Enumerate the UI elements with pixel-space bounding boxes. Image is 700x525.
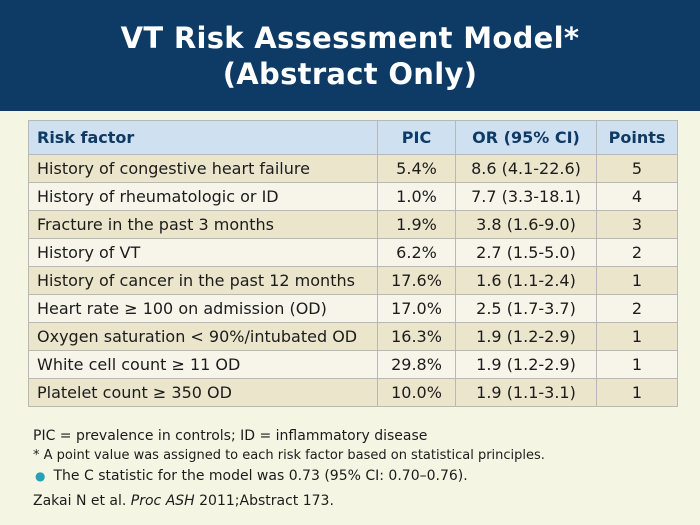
notes-section: PIC = prevalence in controls; ID = infla… (33, 426, 673, 513)
footnote: * A point value was assigned to each ris… (33, 448, 545, 463)
cell-risk-factor: Platelet count ≥ 350 OD (28, 378, 378, 407)
table-header-row: Risk factor PIC OR (95% CI) Points (28, 120, 678, 155)
cell-or-ci: 2.5 (1.7-3.7) (455, 294, 597, 323)
header-risk-factor: Risk factor (28, 120, 378, 155)
cell-risk-factor: History of cancer in the past 12 months (28, 266, 378, 295)
citation: Zakai N et al. Proc ASH 2011;Abstract 17… (33, 489, 673, 513)
table-row: Heart rate ≥ 100 on admission (OD) 17.0%… (28, 294, 678, 323)
cell-risk-factor: History of congestive heart failure (28, 154, 378, 183)
cell-or-ci: 8.6 (4.1-22.6) (455, 154, 597, 183)
header-or-ci: OR (95% CI) (455, 120, 597, 155)
bullet-note-text: The C statistic for the model was 0.73 (… (53, 468, 468, 484)
cell-or-ci: 3.8 (1.6-9.0) (455, 210, 597, 239)
citation-details: 2011;Abstract 173. (194, 493, 334, 509)
cell-or-ci: 7.7 (3.3-18.1) (455, 182, 597, 211)
header-points: Points (596, 120, 678, 155)
table-row: White cell count ≥ 11 OD 29.8% 1.9 (1.2-… (28, 350, 678, 379)
cell-pic: 16.3% (377, 322, 456, 351)
table-row: History of rheumatologic or ID 1.0% 7.7 … (28, 182, 678, 211)
cell-or-ci: 1.6 (1.1-2.4) (455, 266, 597, 295)
bullet-dot-icon: ● (35, 469, 46, 483)
cell-or-ci: 1.9 (1.2-2.9) (455, 350, 597, 379)
slide-title-line-2: (Abstract Only) (222, 57, 478, 91)
cell-pic: 17.0% (377, 294, 456, 323)
cell-risk-factor: History of VT (28, 238, 378, 267)
slide-title-line-1: VT Risk Assessment Model* (120, 21, 580, 55)
cell-points: 3 (596, 210, 678, 239)
cell-points: 4 (596, 182, 678, 211)
table-row: Fracture in the past 3 months 1.9% 3.8 (… (28, 210, 678, 239)
cell-risk-factor: Heart rate ≥ 100 on admission (OD) (28, 294, 378, 323)
cell-points: 5 (596, 154, 678, 183)
cell-risk-factor: Oxygen saturation < 90%/intubated OD (28, 322, 378, 351)
cell-pic: 6.2% (377, 238, 456, 267)
risk-table-container: Risk factor PIC OR (95% CI) Points Histo… (28, 120, 678, 407)
cell-or-ci: 1.9 (1.2-2.9) (455, 322, 597, 351)
cell-pic: 5.4% (377, 154, 456, 183)
cell-risk-factor: Fracture in the past 3 months (28, 210, 378, 239)
cell-points: 1 (596, 378, 678, 407)
cell-points: 1 (596, 322, 678, 351)
table-row: History of cancer in the past 12 months … (28, 266, 678, 295)
cell-pic: 29.8% (377, 350, 456, 379)
title-banner: VT Risk Assessment Model* (Abstract Only… (0, 0, 700, 111)
cell-pic: 17.6% (377, 266, 456, 295)
cell-or-ci: 2.7 (1.5-5.0) (455, 238, 597, 267)
table-row: History of congestive heart failure 5.4%… (28, 154, 678, 183)
definitions-note: PIC = prevalence in controls; ID = infla… (33, 428, 428, 444)
table-row: Platelet count ≥ 350 OD 10.0% 1.9 (1.1-3… (28, 378, 678, 407)
cell-pic: 1.9% (377, 210, 456, 239)
risk-table: Risk factor PIC OR (95% CI) Points Histo… (28, 120, 678, 407)
cell-pic: 1.0% (377, 182, 456, 211)
cell-points: 2 (596, 238, 678, 267)
table-row: History of VT 6.2% 2.7 (1.5-5.0) 2 (28, 238, 678, 267)
cell-risk-factor: White cell count ≥ 11 OD (28, 350, 378, 379)
cell-pic: 10.0% (377, 378, 456, 407)
citation-authors: Zakai N et al. (33, 493, 131, 509)
bullet-note: ● The C statistic for the model was 0.73… (33, 465, 673, 487)
cell-points: 2 (596, 294, 678, 323)
cell-points: 1 (596, 350, 678, 379)
cell-points: 1 (596, 266, 678, 295)
cell-or-ci: 1.9 (1.1-3.1) (455, 378, 597, 407)
table-row: Oxygen saturation < 90%/intubated OD 16.… (28, 322, 678, 351)
citation-journal: Proc ASH (130, 493, 195, 509)
header-pic: PIC (377, 120, 456, 155)
cell-risk-factor: History of rheumatologic or ID (28, 182, 378, 211)
